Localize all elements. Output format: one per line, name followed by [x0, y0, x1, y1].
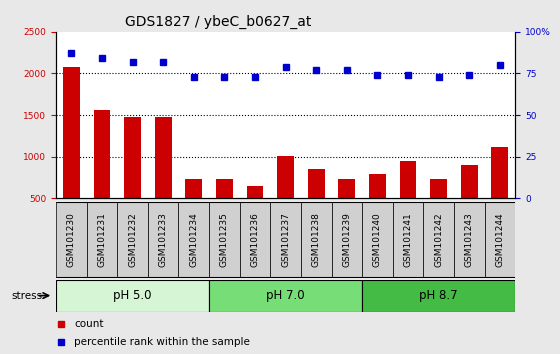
Bar	[155, 117, 171, 198]
Text: GSM101242: GSM101242	[434, 212, 443, 267]
Bar	[56, 202, 87, 278]
Bar	[301, 202, 332, 278]
Bar	[393, 202, 423, 278]
Text: GSM101230: GSM101230	[67, 212, 76, 267]
Bar	[240, 202, 270, 278]
Text: GSM101234: GSM101234	[189, 212, 198, 267]
Bar	[94, 110, 110, 198]
Text: stress: stress	[11, 291, 43, 301]
Bar	[87, 202, 117, 278]
Text: count: count	[74, 319, 104, 329]
Bar	[338, 179, 355, 198]
Bar	[56, 280, 209, 312]
Bar	[179, 202, 209, 278]
Text: GSM101244: GSM101244	[496, 212, 505, 267]
Text: GSM101236: GSM101236	[250, 212, 259, 267]
Bar	[277, 156, 294, 198]
Text: GSM101239: GSM101239	[342, 212, 351, 267]
Bar	[117, 202, 148, 278]
Bar	[246, 186, 263, 198]
Bar	[332, 202, 362, 278]
Text: GSM101233: GSM101233	[158, 212, 167, 267]
Bar	[124, 117, 141, 198]
Text: GSM101240: GSM101240	[373, 212, 382, 267]
Text: GSM101243: GSM101243	[465, 212, 474, 267]
Bar	[400, 161, 417, 198]
Bar	[492, 147, 508, 198]
Bar	[148, 202, 179, 278]
Text: pH 7.0: pH 7.0	[267, 289, 305, 302]
Bar	[454, 202, 484, 278]
Bar	[362, 280, 515, 312]
Bar	[216, 179, 233, 198]
Text: GSM101241: GSM101241	[404, 212, 413, 267]
Bar	[369, 174, 386, 198]
Bar	[185, 179, 202, 198]
Bar	[362, 202, 393, 278]
Text: GSM101237: GSM101237	[281, 212, 290, 267]
Bar	[63, 67, 80, 198]
Bar	[308, 169, 325, 198]
Text: pH 8.7: pH 8.7	[419, 289, 458, 302]
Bar	[270, 202, 301, 278]
Text: GSM101232: GSM101232	[128, 212, 137, 267]
Bar	[423, 202, 454, 278]
Bar	[484, 202, 515, 278]
Bar	[209, 280, 362, 312]
Text: percentile rank within the sample: percentile rank within the sample	[74, 337, 250, 347]
Bar	[461, 165, 478, 198]
Text: GSM101231: GSM101231	[97, 212, 106, 267]
Bar	[209, 202, 240, 278]
Bar	[430, 179, 447, 198]
Text: GSM101238: GSM101238	[312, 212, 321, 267]
Text: pH 5.0: pH 5.0	[113, 289, 152, 302]
Text: GDS1827 / ybeC_b0627_at: GDS1827 / ybeC_b0627_at	[125, 15, 311, 29]
Text: GSM101235: GSM101235	[220, 212, 229, 267]
